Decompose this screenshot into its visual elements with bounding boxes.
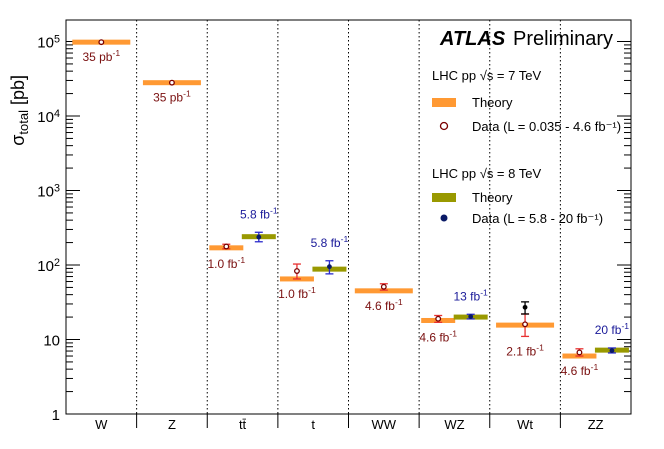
lumi-label-8tev: 20 fb-1	[595, 321, 630, 337]
y-tick-label: 10	[43, 333, 60, 350]
y-tick-label: 1	[52, 407, 60, 424]
data-point-8tev	[327, 264, 332, 270]
legend-8tev-data-label: Data (L = 5.8 - 20 fb⁻¹)	[472, 211, 603, 226]
data-point-7tev	[435, 315, 442, 322]
y-axis-label: σtotal [pb]	[8, 75, 31, 146]
lumi-label-7tev: 1.0 fb-1	[278, 285, 316, 301]
legend-7tev-theory-label: Theory	[472, 95, 513, 110]
x-category-label: WW	[372, 417, 397, 432]
lumi-label-7tev: 4.6 fb-1	[419, 328, 457, 344]
legend-7tev-data-marker	[439, 121, 449, 131]
data-point-7tev	[223, 243, 230, 250]
data-point-7tev	[576, 349, 583, 356]
x-category-label: tt̄	[239, 417, 247, 432]
lumi-label-7tev: 2.1 fb-1	[506, 342, 544, 358]
data-point-7tev	[293, 268, 300, 274]
legend-8tev-theory-label: Theory	[472, 190, 513, 205]
data-point-7tev	[380, 283, 387, 290]
legend-7tev-data-label: Data (L = 0.035 - 4.6 fb⁻¹)	[472, 119, 621, 134]
preliminary-label: Preliminary	[513, 28, 613, 50]
lumi-label-7tev: 1.0 fb-1	[207, 255, 245, 271]
data-point-7tev	[98, 39, 105, 46]
data-point-8tev	[522, 304, 528, 310]
lumi-label-7tev: 4.6 fb-1	[561, 362, 599, 378]
x-category-label: Wt	[517, 417, 533, 432]
legend-8tev-title: LHC pp √s = 8 TeV	[432, 166, 541, 181]
x-category-label: t	[311, 417, 315, 432]
y-axis-ticks: 1 10 102 103 104 105	[37, 34, 631, 424]
y-tick-label: 105	[37, 34, 60, 52]
lumi-label-7tev: 35 pb-1	[153, 89, 191, 105]
legend-8tev-data-marker	[440, 214, 448, 222]
legend-8tev: LHC pp √s = 8 TeV Theory Data (L = 5.8 -…	[432, 166, 603, 226]
category-separators	[136, 20, 561, 414]
lumi-label-7tev: 4.6 fb-1	[365, 297, 403, 313]
lumi-label-8tev: 5.8 fb-1	[311, 234, 349, 250]
x-category-label: W	[95, 417, 108, 432]
data-point-8tev	[256, 234, 262, 240]
legend-8tev-theory-swatch	[432, 193, 456, 202]
data-point-8tev	[609, 348, 615, 353]
theory-bar-7tev	[354, 288, 413, 294]
y-tick-label: 104	[37, 108, 60, 126]
x-category-label: ZZ	[588, 417, 604, 432]
x-category-label: WZ	[444, 417, 464, 432]
data-point-8tev	[468, 314, 474, 319]
x-category-label: Z	[168, 417, 176, 432]
lumi-label-8tev: 13 fb-1	[453, 287, 488, 303]
data-point-7tev	[522, 321, 529, 328]
lumi-label-7tev: 35 pb-1	[82, 48, 120, 64]
y-tick-label: 103	[37, 183, 60, 201]
lumi-label-8tev: 5.8 fb-1	[240, 205, 278, 221]
atlas-label: ATLAS	[439, 28, 506, 50]
legend-7tev-title: LHC pp √s = 7 TeV	[432, 68, 541, 83]
legend-7tev: LHC pp √s = 7 TeV Theory Data (L = 0.035…	[432, 68, 621, 134]
data-point-7tev	[168, 79, 175, 86]
data-series: 35 pb-1 35 pb-1 1.0 fb-1 1.0 fb-1 4.6 fb-1 4.…	[72, 39, 630, 378]
legend-7tev-theory-swatch	[432, 98, 456, 107]
y-tick-label: 102	[37, 257, 60, 275]
